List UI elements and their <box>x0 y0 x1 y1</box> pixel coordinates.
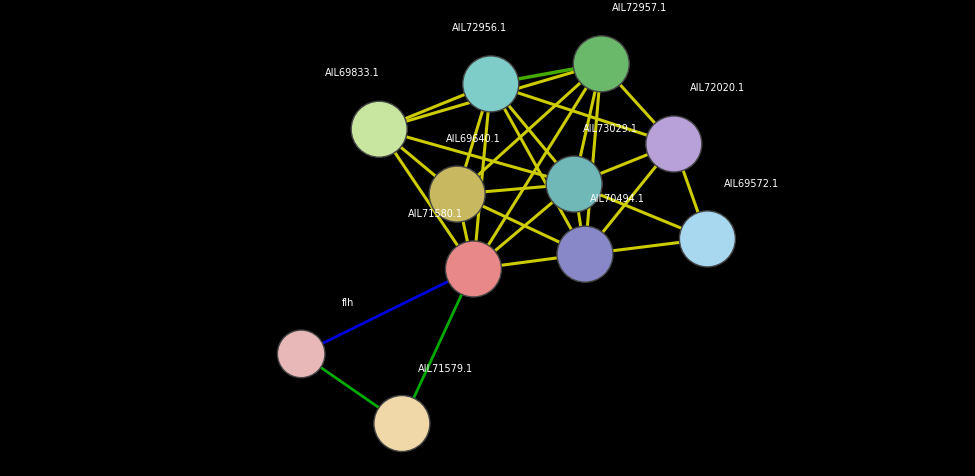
Ellipse shape <box>429 167 486 223</box>
Ellipse shape <box>351 102 408 158</box>
Ellipse shape <box>463 57 519 113</box>
Ellipse shape <box>374 396 430 452</box>
Text: AIL71580.1: AIL71580.1 <box>408 208 462 218</box>
Ellipse shape <box>680 211 735 268</box>
Text: AIL69833.1: AIL69833.1 <box>325 68 379 78</box>
Ellipse shape <box>645 117 702 173</box>
Ellipse shape <box>277 330 325 378</box>
Text: AIL72020.1: AIL72020.1 <box>690 83 745 93</box>
Text: AIL69572.1: AIL69572.1 <box>723 178 779 188</box>
Ellipse shape <box>446 241 501 298</box>
Ellipse shape <box>557 227 613 283</box>
Ellipse shape <box>546 157 603 213</box>
Ellipse shape <box>573 37 629 93</box>
Text: AIL72957.1: AIL72957.1 <box>612 3 667 13</box>
Text: AIL69640.1: AIL69640.1 <box>447 134 501 144</box>
Text: AIL70494.1: AIL70494.1 <box>591 194 645 204</box>
Text: AIL73029.1: AIL73029.1 <box>583 124 638 134</box>
Text: AIL72956.1: AIL72956.1 <box>452 23 507 33</box>
Text: flh: flh <box>342 297 355 307</box>
Text: AIL71579.1: AIL71579.1 <box>418 363 473 373</box>
